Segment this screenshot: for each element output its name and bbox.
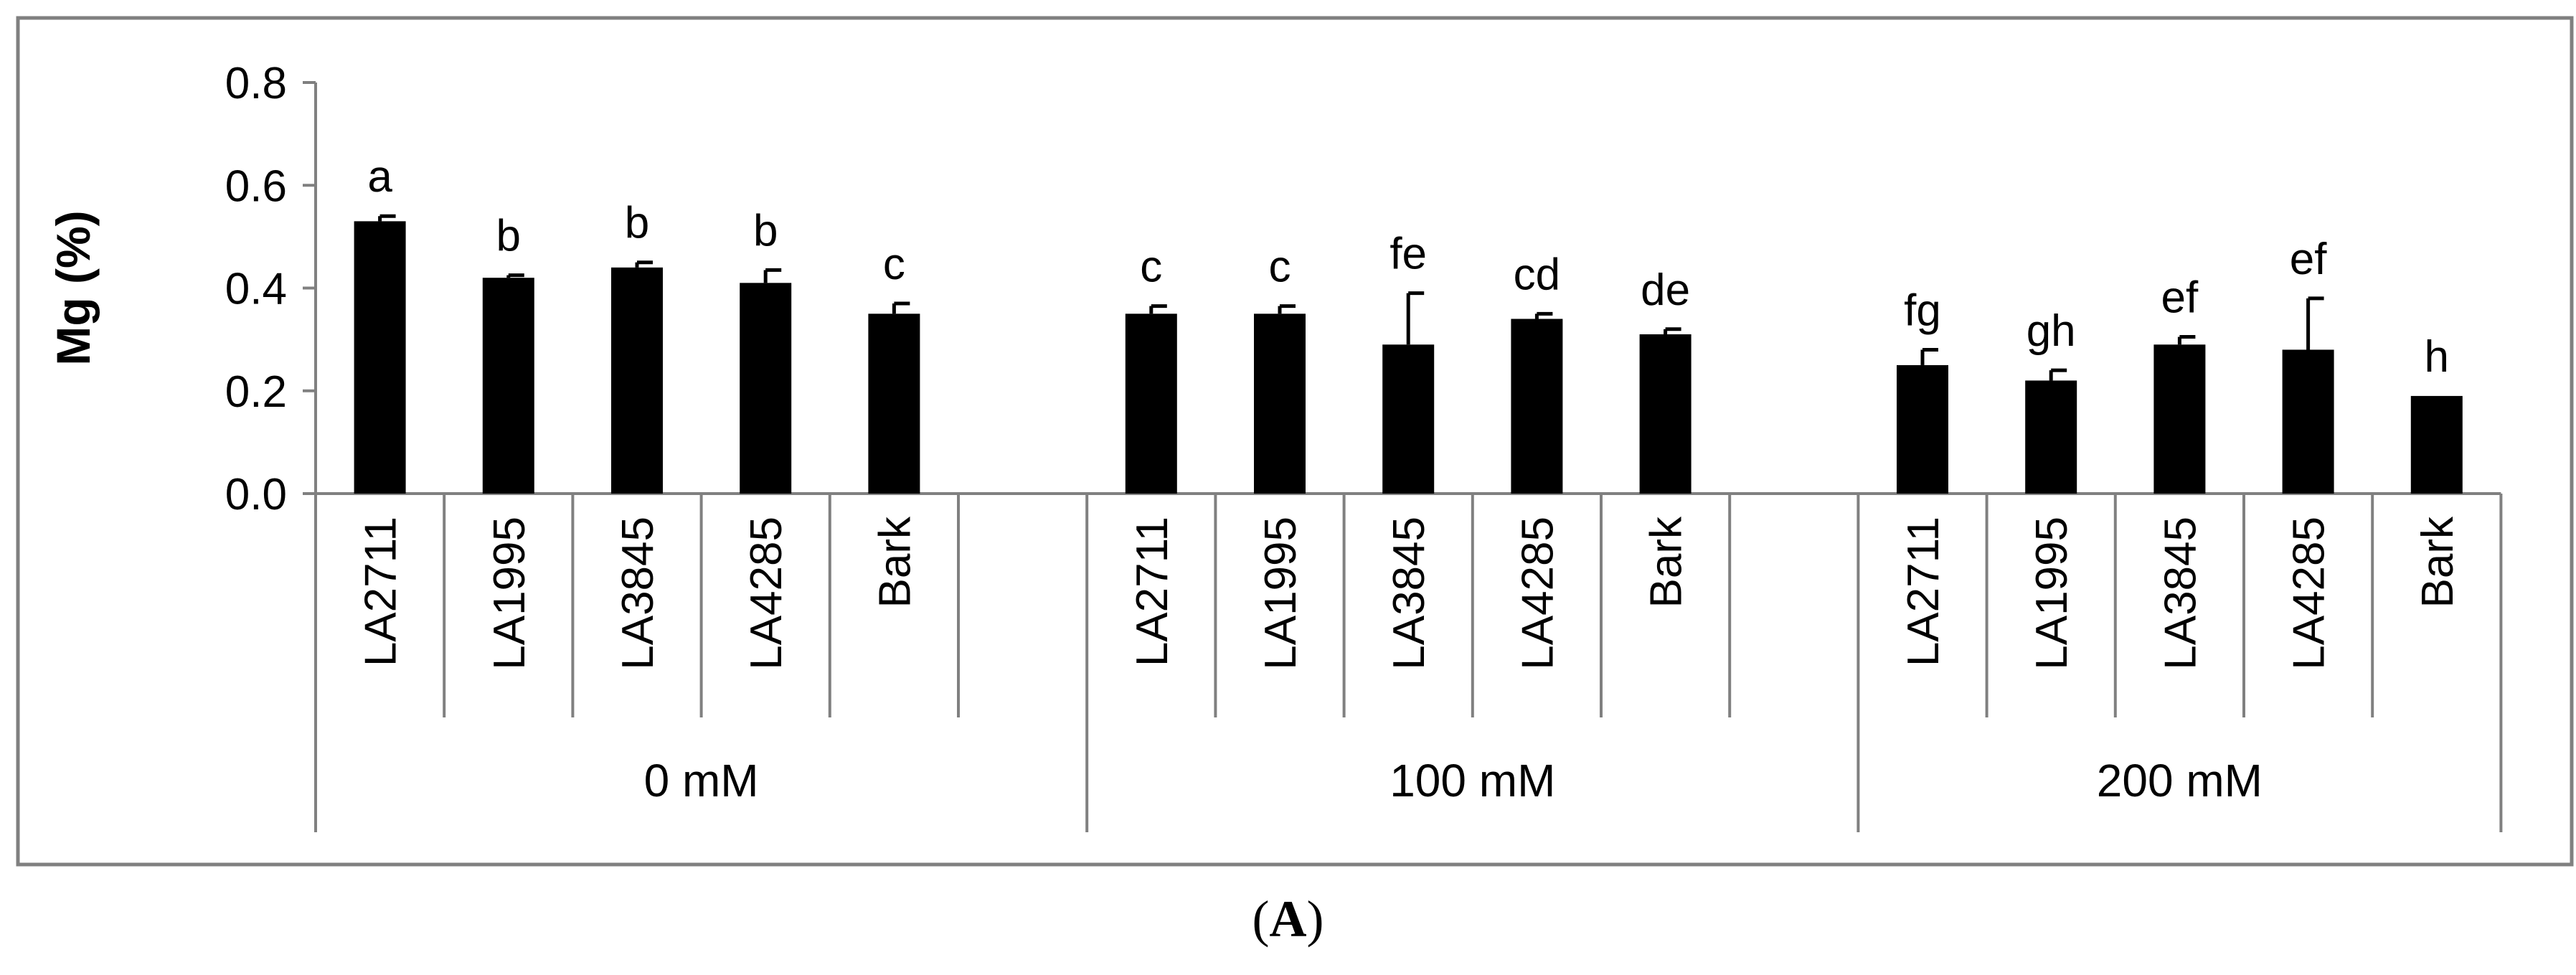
y-tick-label: 0.6 bbox=[225, 161, 287, 211]
mg-bar-chart: 0.0 0.2 0.4 0.6 0.8 Mg (%) a LA2711 b LA1995 b LA38… bbox=[16, 16, 2574, 867]
caption-open: ( bbox=[1252, 890, 1270, 948]
significance-letter: b bbox=[496, 212, 521, 261]
bar bbox=[611, 267, 663, 494]
bar bbox=[2025, 380, 2077, 494]
bar bbox=[482, 278, 534, 494]
caption-close: ) bbox=[1306, 890, 1324, 948]
significance-letter: c bbox=[1269, 242, 1291, 292]
significance-letter: b bbox=[753, 206, 778, 255]
category-label: Bark bbox=[2413, 516, 2463, 608]
bar bbox=[1254, 314, 1306, 494]
significance-letter: c bbox=[1140, 242, 1162, 292]
significance-letter: de bbox=[1641, 265, 1690, 315]
y-tick-label: 0.2 bbox=[225, 367, 287, 417]
significance-letter: a bbox=[367, 152, 392, 202]
category-label: LA1995 bbox=[485, 517, 534, 670]
category-label: LA2711 bbox=[1899, 517, 1948, 667]
category-label: LA3845 bbox=[613, 517, 663, 670]
bar bbox=[2153, 344, 2206, 494]
category-label: LA4285 bbox=[742, 517, 791, 670]
panel-caption: (A) bbox=[0, 890, 2576, 949]
bar bbox=[354, 221, 406, 494]
group-label: 100 mM bbox=[1390, 755, 1555, 806]
significance-letter: cd bbox=[1514, 250, 1560, 299]
bar bbox=[1897, 364, 1948, 494]
category-label: LA1995 bbox=[1256, 517, 1306, 670]
category-label: LA3845 bbox=[1384, 517, 1434, 670]
category-label: Bark bbox=[1642, 516, 1692, 608]
bar bbox=[1125, 314, 1177, 494]
bar bbox=[1511, 319, 1563, 494]
caption-letter: A bbox=[1269, 890, 1307, 948]
significance-letter: ef bbox=[2161, 273, 2199, 323]
y-tick-label: 0.0 bbox=[225, 470, 287, 519]
group-label: 0 mM bbox=[644, 755, 759, 806]
chart-frame: 0.0 0.2 0.4 0.6 0.8 Mg (%) a LA2711 b LA1995 b LA38… bbox=[16, 16, 2574, 867]
significance-letter: ef bbox=[2290, 235, 2327, 284]
category-label: LA2711 bbox=[357, 517, 406, 667]
y-axis-label: Mg (%) bbox=[47, 210, 100, 365]
y-tick-label: 0.8 bbox=[225, 59, 287, 108]
significance-letter: h bbox=[2425, 332, 2449, 382]
category-label: LA4285 bbox=[1513, 517, 1562, 670]
bar bbox=[2282, 349, 2334, 494]
category-label: LA1995 bbox=[2027, 517, 2077, 670]
significance-letter: gh bbox=[2027, 306, 2076, 356]
category-label: Bark bbox=[870, 516, 920, 608]
significance-letter: fe bbox=[1390, 230, 1427, 279]
bar bbox=[2410, 395, 2463, 494]
category-label: LA3845 bbox=[2156, 517, 2205, 670]
bar bbox=[740, 283, 792, 494]
bar bbox=[1382, 344, 1435, 494]
chart-border bbox=[16, 16, 2574, 867]
y-tick-label: 0.4 bbox=[225, 265, 287, 314]
bar bbox=[868, 314, 920, 494]
category-label: LA4285 bbox=[2285, 517, 2334, 670]
significance-letter: c bbox=[883, 240, 905, 289]
significance-letter: fg bbox=[1904, 286, 1941, 335]
category-label: LA2711 bbox=[1128, 517, 1177, 667]
significance-letter: b bbox=[625, 199, 649, 248]
bar bbox=[1639, 334, 1692, 494]
group-label: 200 mM bbox=[2097, 755, 2263, 806]
